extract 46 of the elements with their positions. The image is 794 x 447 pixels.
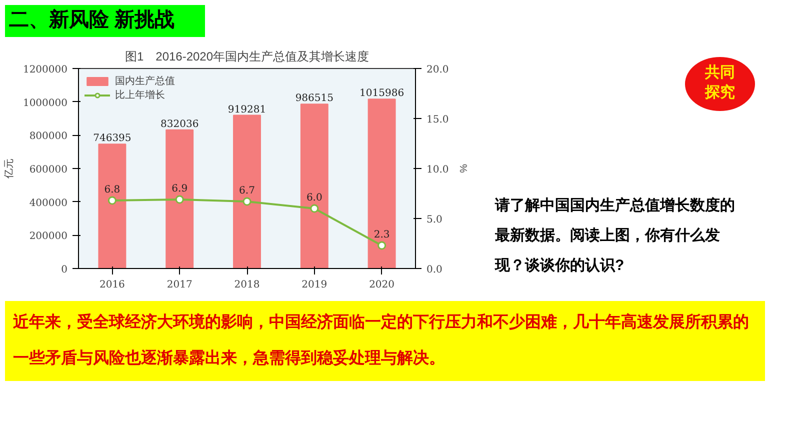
y2-tick-label: 0.0 — [426, 264, 442, 276]
x-tick-label: 2019 — [302, 280, 328, 290]
data-label: 986515 — [295, 93, 334, 104]
bar — [368, 98, 396, 268]
data-label: 6.9 — [172, 184, 188, 194]
y-tick-label: 400000 — [29, 198, 68, 209]
data-label: 746395 — [93, 133, 132, 144]
y-tick-label: 1200000 — [22, 64, 68, 76]
point — [310, 204, 319, 213]
point — [108, 196, 116, 205]
y-tick-label: 1000000 — [22, 98, 68, 109]
chart-title: 图1 2016-2020年国内生产总值及其增长速度 — [124, 50, 370, 64]
point — [378, 241, 386, 250]
y-axis-title: 亿元 — [4, 158, 15, 180]
data-label: 1015986 — [360, 88, 404, 100]
data-label: 919281 — [228, 104, 266, 116]
y-tick-label: 800000 — [29, 131, 68, 142]
y-tick-label: 0 — [61, 264, 68, 276]
y2-axis-title: % — [456, 164, 468, 174]
y-tick-label: 600000 — [29, 164, 68, 176]
legend-label: 比上年增长 — [115, 88, 165, 102]
point — [175, 195, 184, 204]
x-tick-label: 2020 — [369, 280, 395, 290]
x-tick-label: 2018 — [234, 280, 260, 290]
x-tick-label: 2016 — [99, 280, 125, 290]
text: 二、新风险 新挑战 — [9, 8, 175, 33]
data-label: 6.0 — [306, 192, 322, 204]
text: 请了解中国国内生产总值增长数度的最新数据。阅读上图，你有什么发现？谈谈你的认识? — [495, 196, 735, 276]
y-tick-label: 200000 — [29, 231, 68, 242]
y2-tick-label: 20.0 — [426, 64, 449, 76]
data-label: 832036 — [160, 118, 199, 130]
y2-tick-label: 15.0 — [426, 114, 449, 126]
data-label: 6.8 — [104, 184, 120, 196]
text: 共同探究 — [705, 63, 735, 103]
data-label: 2.3 — [374, 230, 390, 240]
bar — [300, 104, 328, 268]
text: 近年来，受全球经济大环境的影响，中国经济面临一定的下行压力和不少困难，几十年高速发展所积累的一些矛盾与风险也逐渐暴露出来，急需得到稳妥处理与解决。 — [13, 312, 750, 369]
y2-tick-label: 10.0 — [426, 164, 449, 176]
y2-tick-label: 5.0 — [426, 214, 442, 226]
legend-label: 国内生产总值 — [115, 74, 175, 88]
bar — [166, 129, 194, 268]
point — [242, 197, 252, 206]
data-label: 6.7 — [239, 186, 255, 196]
bar — [98, 144, 126, 268]
x-tick-label: 2017 — [166, 280, 192, 290]
bar — [233, 114, 261, 268]
